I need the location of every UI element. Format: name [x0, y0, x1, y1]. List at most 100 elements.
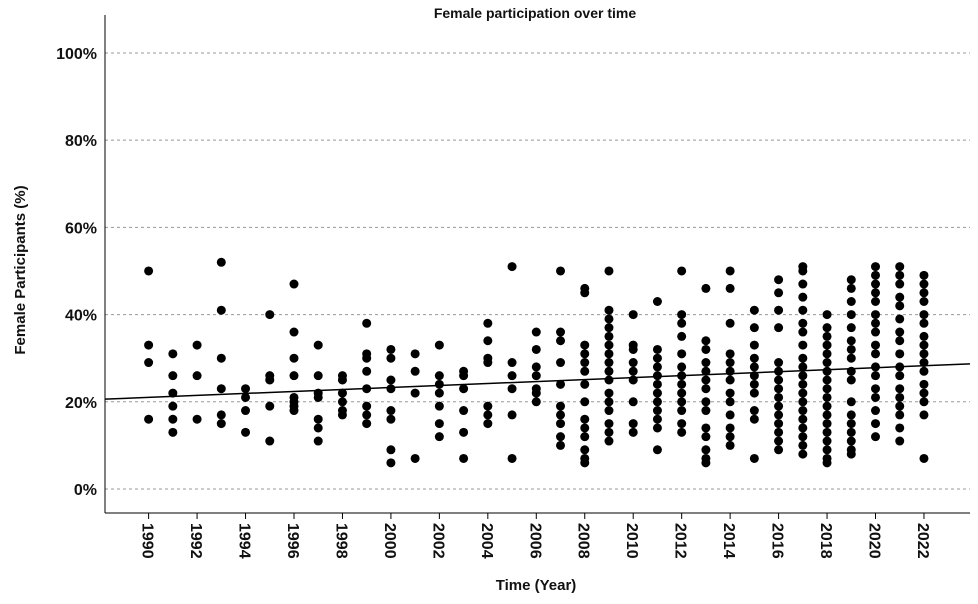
point — [846, 410, 856, 420]
point — [846, 397, 856, 407]
point — [871, 279, 881, 289]
point — [677, 266, 687, 276]
point — [846, 283, 856, 293]
point — [652, 379, 662, 389]
point — [337, 388, 347, 398]
point — [313, 340, 323, 350]
point — [895, 336, 905, 346]
point — [386, 458, 396, 468]
point — [628, 397, 638, 407]
point — [144, 266, 154, 276]
point — [701, 384, 711, 394]
point — [871, 270, 881, 280]
point — [871, 288, 881, 298]
point — [846, 353, 856, 363]
point — [604, 366, 614, 376]
point — [652, 397, 662, 407]
point — [846, 297, 856, 307]
point — [798, 292, 808, 302]
point — [846, 310, 856, 320]
point — [749, 453, 759, 463]
point — [871, 262, 881, 272]
y-tick-label: 100% — [56, 46, 97, 63]
point — [531, 362, 541, 372]
point — [313, 436, 323, 446]
point — [168, 427, 178, 437]
point — [774, 358, 784, 368]
point — [822, 310, 832, 320]
point — [822, 458, 832, 468]
point — [459, 384, 469, 394]
point — [701, 397, 711, 407]
point — [701, 358, 711, 368]
point — [386, 353, 396, 363]
point — [774, 323, 784, 333]
point — [774, 445, 784, 455]
x-tick-label: 2006 — [526, 523, 543, 559]
point — [604, 331, 614, 341]
point — [919, 310, 929, 320]
x-tick-label: 2020 — [866, 523, 883, 559]
point — [652, 353, 662, 363]
point — [774, 392, 784, 402]
point — [871, 406, 881, 416]
point — [774, 436, 784, 446]
point — [919, 388, 929, 398]
point — [701, 283, 711, 293]
point — [434, 379, 444, 389]
point — [241, 384, 251, 394]
x-tick-label: 1992 — [187, 523, 204, 559]
point — [701, 375, 711, 385]
point — [652, 388, 662, 398]
point — [410, 453, 420, 463]
point — [846, 344, 856, 354]
point — [604, 323, 614, 333]
point — [483, 358, 493, 368]
point — [628, 310, 638, 320]
point — [580, 379, 590, 389]
point — [192, 340, 202, 350]
x-tick-label: 1994 — [236, 523, 253, 559]
point — [580, 397, 590, 407]
point — [507, 453, 517, 463]
point — [652, 371, 662, 381]
point — [337, 375, 347, 385]
point — [434, 371, 444, 381]
point — [895, 401, 905, 411]
point — [725, 349, 735, 359]
point — [192, 414, 202, 424]
point — [604, 349, 614, 359]
point — [895, 262, 905, 272]
point — [362, 318, 372, 328]
y-tick-label: 20% — [65, 395, 97, 412]
point — [919, 279, 929, 289]
point — [919, 410, 929, 420]
point — [822, 349, 832, 359]
point — [919, 331, 929, 341]
point — [798, 406, 808, 416]
point — [774, 410, 784, 420]
point — [483, 318, 493, 328]
point — [459, 453, 469, 463]
point — [677, 419, 687, 429]
point — [507, 358, 517, 368]
point — [822, 401, 832, 411]
point — [725, 410, 735, 420]
point — [871, 362, 881, 372]
point — [822, 419, 832, 429]
point — [749, 388, 759, 398]
point — [241, 392, 251, 402]
point — [822, 366, 832, 376]
point — [749, 406, 759, 416]
point — [749, 305, 759, 315]
point — [459, 406, 469, 416]
point — [168, 371, 178, 381]
point — [556, 336, 566, 346]
point — [798, 432, 808, 442]
point — [895, 292, 905, 302]
point — [895, 371, 905, 381]
point — [580, 458, 590, 468]
point — [434, 340, 444, 350]
point — [774, 305, 784, 315]
